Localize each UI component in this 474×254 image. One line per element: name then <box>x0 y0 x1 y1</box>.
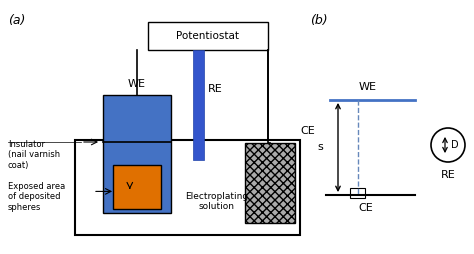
Bar <box>75 140 300 235</box>
Text: WE: WE <box>128 79 146 89</box>
Bar <box>245 143 295 223</box>
Text: (a): (a) <box>8 14 26 27</box>
Text: s: s <box>317 142 323 152</box>
Text: Potentiostat: Potentiostat <box>176 31 239 41</box>
Bar <box>193 50 204 160</box>
Text: Electroplating
solution: Electroplating solution <box>185 192 248 211</box>
Bar <box>103 95 171 213</box>
Text: Exposed area
of deposited
spheres: Exposed area of deposited spheres <box>8 182 65 212</box>
Text: Insulator
(nail varnish
coat): Insulator (nail varnish coat) <box>8 140 60 170</box>
Text: RE: RE <box>208 84 223 93</box>
Text: RE: RE <box>441 170 456 180</box>
Bar <box>113 165 161 209</box>
Text: WE: WE <box>358 82 376 92</box>
Bar <box>148 22 268 50</box>
Text: CE: CE <box>300 126 315 136</box>
Text: (b): (b) <box>310 14 328 27</box>
Text: D: D <box>451 140 459 150</box>
Text: CE: CE <box>358 203 373 213</box>
Bar <box>350 188 365 198</box>
